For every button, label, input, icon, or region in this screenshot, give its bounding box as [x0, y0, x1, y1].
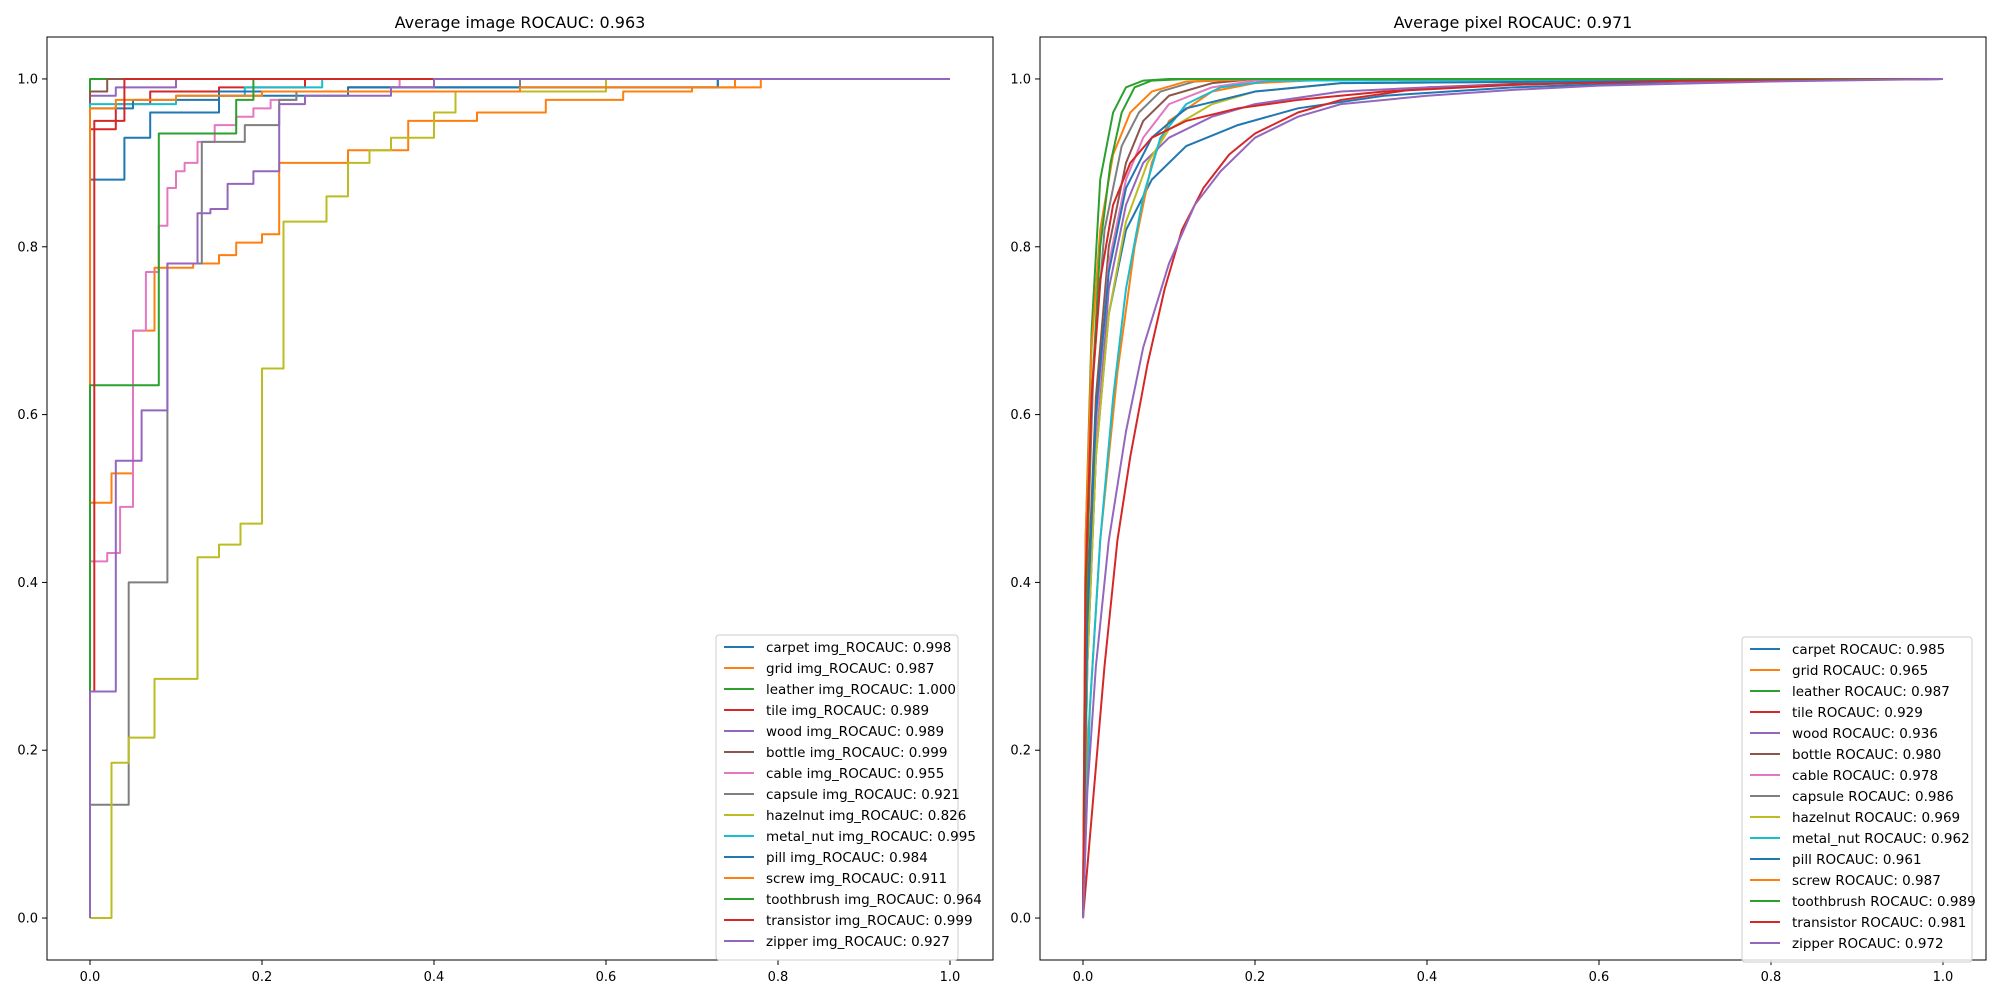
series-line-10	[1082, 77, 1944, 919]
x-tick-label: 0.0	[1073, 970, 1094, 985]
legend-entry: zipper ROCAUC: 0.972	[1792, 936, 1944, 952]
legend-box	[715, 634, 959, 961]
legend-entry: leather ROCAUC: 0.987	[1792, 684, 1950, 700]
legend-box	[1741, 636, 1973, 963]
legend-entry: tile ROCAUC: 0.929	[1792, 705, 1923, 721]
x-tick-label: 1.0	[940, 970, 961, 985]
legend-entry: hazelnut ROCAUC: 0.969	[1792, 810, 1960, 826]
x-tick-label: 0.6	[1589, 970, 1610, 985]
x-tick-label: 0.6	[596, 970, 617, 985]
chart-title: Average pixel ROCAUC: 0.971	[1394, 13, 1633, 32]
y-tick-label: 0.0	[1010, 912, 1031, 927]
legend-entry: capsule img_ROCAUC: 0.921	[766, 787, 960, 803]
legend-entry: screw ROCAUC: 0.987	[1792, 873, 1941, 889]
y-tick-label: 0.2	[1010, 744, 1031, 759]
series-line-10	[89, 77, 950, 919]
x-tick-label: 1.0	[1933, 970, 1954, 985]
legend-entry: toothbrush ROCAUC: 0.989	[1792, 894, 1976, 910]
legend-entry: transistor img_ROCAUC: 0.999	[766, 913, 973, 929]
axes-frame	[1039, 36, 1987, 961]
axes-frame	[46, 36, 994, 961]
legend-entry: carpet ROCAUC: 0.985	[1792, 642, 1945, 658]
legend-entry: leather img_ROCAUC: 1.000	[766, 682, 956, 698]
y-tick-label: 0.4	[1010, 576, 1031, 591]
legend-entry: pill img_ROCAUC: 0.984	[766, 850, 928, 866]
x-tick-label: 0.2	[252, 970, 273, 985]
legend-entry: toothbrush img_ROCAUC: 0.964	[766, 892, 982, 908]
legend-entry: tile img_ROCAUC: 0.989	[766, 703, 929, 719]
legend-entry: wood ROCAUC: 0.936	[1792, 726, 1938, 742]
legend-entry: grid img_ROCAUC: 0.987	[766, 661, 934, 677]
legend-entry: capsule ROCAUC: 0.986	[1792, 789, 1954, 805]
legend-entry: cable ROCAUC: 0.978	[1792, 768, 1938, 784]
chart-panel-pixel-rocauc: Average pixel ROCAUC: 0.971 0.0 0.0 0.2 0.2 0…	[1010, 13, 1987, 985]
x-tick-label: 0.4	[424, 970, 445, 985]
x-tick-label: 0.8	[1761, 970, 1782, 985]
series-line-11	[89, 77, 950, 919]
x-tick-label: 0.2	[1245, 970, 1266, 985]
y-tick-label: 0.6	[1010, 408, 1031, 423]
series-lines	[1082, 77, 1944, 919]
y-tick-label: 1.0	[1010, 72, 1031, 87]
legend-entry: pill ROCAUC: 0.961	[1792, 852, 1922, 868]
series-line-9	[1082, 77, 1944, 919]
series-lines	[89, 77, 950, 920]
legend-entry: bottle ROCAUC: 0.980	[1792, 747, 1941, 763]
series-line-13	[1082, 77, 1944, 919]
chart-panel-image-rocauc: Average image ROCAUC: 0.963 0.0 0.0 0.2 0.2 0…	[17, 13, 994, 985]
y-tick-label: 0.8	[1010, 240, 1031, 255]
legend-entry: transistor ROCAUC: 0.981	[1792, 915, 1966, 931]
y-tick-label: 0.0	[17, 912, 38, 927]
legend: carpet img_ROCAUC: 0.998 grid img_ROCAUC:…	[715, 634, 982, 961]
series-line-11	[1082, 77, 1943, 919]
series-line-12	[89, 77, 950, 919]
series-line-14	[89, 77, 950, 919]
legend-entry: metal_nut img_ROCAUC: 0.995	[766, 829, 976, 845]
legend-entry: bottle img_ROCAUC: 0.999	[766, 745, 947, 761]
legend-entry: wood img_ROCAUC: 0.989	[766, 724, 944, 740]
legend-entry: cable img_ROCAUC: 0.955	[766, 766, 944, 782]
x-tick-label: 0.0	[80, 970, 101, 985]
legend-entry: hazelnut img_ROCAUC: 0.826	[766, 808, 966, 824]
legend-entry: screw img_ROCAUC: 0.911	[766, 871, 947, 887]
legend-entry: grid ROCAUC: 0.965	[1792, 663, 1928, 679]
y-tick-label: 1.0	[17, 72, 38, 87]
y-tick-label: 0.6	[17, 408, 38, 423]
legend-entry: carpet img_ROCAUC: 0.998	[766, 640, 951, 656]
series-line-3	[89, 77, 950, 919]
y-tick-label: 0.4	[17, 576, 38, 591]
series-line-14	[1082, 77, 1944, 919]
y-tick-label: 0.2	[17, 744, 38, 759]
chart-title: Average image ROCAUC: 0.963	[395, 13, 646, 32]
x-tick-label: 0.8	[768, 970, 789, 985]
legend-entry: metal_nut ROCAUC: 0.962	[1792, 831, 1970, 847]
legend-entry: zipper img_ROCAUC: 0.927	[766, 934, 950, 950]
y-tick-label: 0.8	[17, 240, 38, 255]
legend: carpet ROCAUC: 0.985 grid ROCAUC: 0.965 le…	[1741, 636, 1976, 963]
series-line-8	[90, 77, 950, 920]
x-tick-label: 0.4	[1417, 970, 1438, 985]
